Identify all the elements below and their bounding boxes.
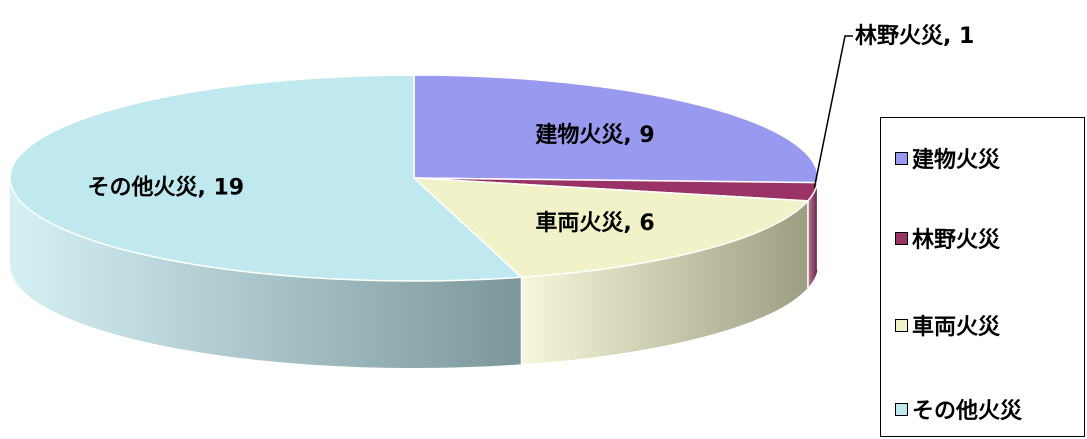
pie-slice-3 [9, 74, 524, 282]
legend-label-0: 建物火災 [912, 148, 1001, 173]
pie-side-shade-1 [807, 182, 818, 288]
data-label-0: 建物火災, 9 [535, 122, 654, 148]
legend-label-1: 林野火災 [912, 228, 1001, 253]
data-label-2: 車両火災, 6 [535, 211, 654, 236]
data-label-3: その他火災, 19 [87, 176, 244, 201]
pie-slice-2 [411, 177, 810, 279]
data-label-1: 林野火災, 1 [855, 24, 974, 49]
pie-slice-0 [413, 74, 819, 184]
pie-data-labels: 建物火災, 9 林野火災, 1 車両火災, 6 その他火災, 19 [87, 24, 974, 236]
pie-side-shade-3 [10, 178, 522, 368]
legend-swatch-2 [895, 318, 908, 332]
legend-label-2: 車両火災 [912, 315, 1001, 340]
legend-swatch-0 [895, 151, 908, 165]
legend-item-1: 林野火災 [895, 222, 1000, 254]
pie-side-shade-2 [521, 200, 808, 365]
legend-item-0: 建物火災 [895, 142, 1000, 174]
pie-slices [9, 74, 819, 282]
legend-item-3: その他火災 [895, 393, 1022, 425]
legend-label-3: その他火災 [912, 399, 1023, 424]
legend: 建物火災 林野火災 車両火災 その他火災 [880, 117, 1085, 437]
pie-sides [10, 178, 819, 368]
legend-item-2: 車両火災 [895, 309, 1000, 341]
legend-swatch-3 [895, 402, 908, 416]
data-label-leader-1 [813, 35, 853, 188]
legend-swatch-1 [895, 231, 908, 245]
